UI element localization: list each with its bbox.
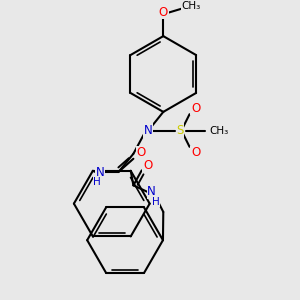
Text: CH₃: CH₃ (209, 125, 228, 136)
Text: O: O (159, 6, 168, 19)
Text: O: O (143, 159, 152, 172)
Text: S: S (176, 124, 184, 137)
Text: H: H (93, 177, 101, 187)
Text: O: O (191, 102, 200, 115)
Text: N: N (147, 185, 156, 199)
Text: O: O (191, 146, 200, 159)
Text: CH₃: CH₃ (182, 1, 201, 11)
Text: N: N (144, 124, 153, 137)
Text: N: N (96, 166, 104, 178)
Text: O: O (137, 146, 146, 159)
Text: H: H (152, 197, 160, 207)
